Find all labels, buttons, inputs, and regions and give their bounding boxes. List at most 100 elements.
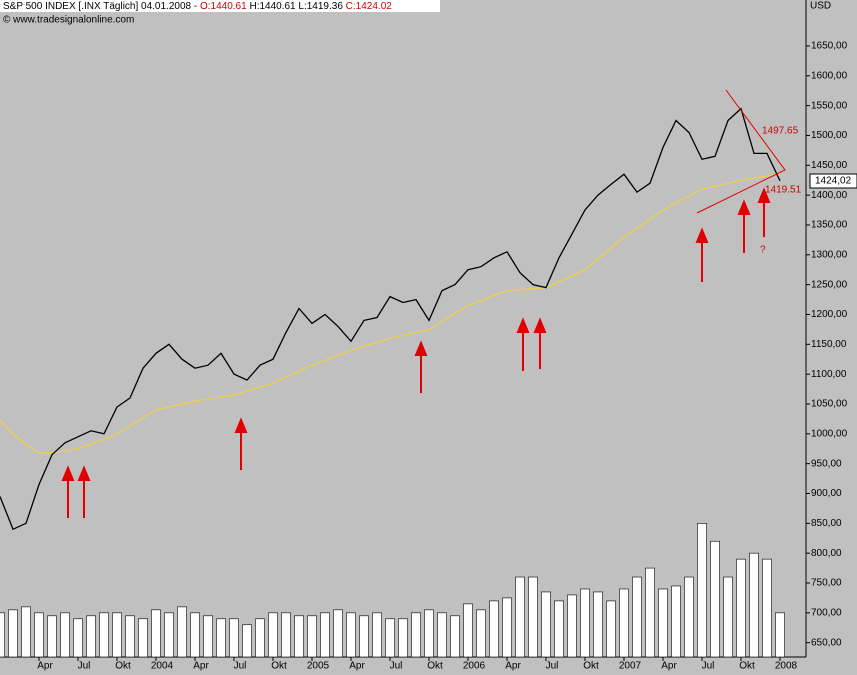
x-tick-label: 2008 xyxy=(775,661,798,672)
x-tick-label: 2006 xyxy=(463,661,486,672)
x-tick-label: Apr xyxy=(193,661,209,672)
plot: 650,00 700,00 750,00 800,00 850,00 900,00 950,… xyxy=(0,41,848,672)
volume-bar xyxy=(359,615,369,658)
x-tick-label: Jul xyxy=(78,661,91,672)
volume-bar xyxy=(762,558,772,658)
volume-bar xyxy=(411,612,421,658)
volume-bar xyxy=(606,600,616,658)
volume-bar xyxy=(502,597,512,658)
x-tick-label: Okt xyxy=(115,661,131,672)
currency: USD xyxy=(810,1,831,12)
x-tick-label: 2004 xyxy=(151,661,174,672)
high-low: H:1440.61 L:1419.36 xyxy=(249,1,343,12)
y-tick-label: 1500,00 xyxy=(811,130,848,141)
volume-bar xyxy=(632,576,642,658)
close: C:1424.02 xyxy=(346,1,393,12)
volume-bar xyxy=(515,576,525,658)
y-tick-label: 1300,00 xyxy=(811,249,848,260)
volume-bar xyxy=(684,576,694,658)
y-tick-label: 1200,00 xyxy=(811,309,848,320)
volume-bar xyxy=(190,612,200,658)
volume-bar xyxy=(99,612,109,658)
x-tick-label: Okt xyxy=(427,661,443,672)
volume-bar xyxy=(73,618,83,658)
header-bar xyxy=(0,0,440,12)
triangle xyxy=(696,89,786,214)
open: O:1440.61 xyxy=(200,1,247,12)
volume-bar xyxy=(580,588,590,658)
x-tick-label: 2007 xyxy=(619,661,642,672)
volume-bar xyxy=(476,609,486,658)
y-tick-label: 1350,00 xyxy=(811,220,848,231)
volume-bar xyxy=(619,588,629,658)
volume-bar xyxy=(164,612,174,658)
volume-bar xyxy=(151,609,161,658)
x-tick-label: Jul xyxy=(234,661,247,672)
y-tick-label: 900,00 xyxy=(811,488,842,499)
volume-bar xyxy=(736,558,746,658)
volume-bar xyxy=(320,612,330,658)
source: © www.tradesignalonline.com xyxy=(3,15,134,26)
x-tick-label: Apr xyxy=(505,661,521,672)
volume-bar xyxy=(528,576,538,658)
x-tick-label: Jul xyxy=(546,661,559,672)
volume-bar xyxy=(34,612,44,658)
volume-bar xyxy=(450,615,460,658)
volume-bar xyxy=(86,615,96,658)
price-box xyxy=(809,173,857,189)
volume-bar xyxy=(177,606,187,658)
x-tick-label: Okt xyxy=(583,661,599,672)
volume-bar xyxy=(489,600,499,658)
price-line xyxy=(0,173,781,454)
volume-bar xyxy=(398,618,408,658)
volume-bar xyxy=(216,618,226,658)
x-tick-label: 2005 xyxy=(307,661,330,672)
volume-bar xyxy=(372,612,382,658)
volume-bar xyxy=(424,609,434,658)
x-tick-label: Apr xyxy=(661,661,677,672)
annotation: 1419.51 xyxy=(765,185,802,196)
volume-bar xyxy=(658,588,668,658)
arrows xyxy=(61,187,771,518)
volume-bar xyxy=(333,609,343,658)
volume-bar xyxy=(60,612,70,658)
volume-bar xyxy=(710,540,720,658)
volume-bar xyxy=(203,615,213,658)
volume-bar xyxy=(554,600,564,658)
x-tick-label: Jul xyxy=(702,661,715,672)
volume-bar xyxy=(463,603,473,658)
x-tick-label: Apr xyxy=(349,661,365,672)
x-tick-label: Apr xyxy=(37,661,53,672)
y-tick-label: 1100,00 xyxy=(811,369,847,380)
volume-bar xyxy=(541,591,551,658)
volume-bar xyxy=(229,618,239,658)
price-line xyxy=(0,107,781,531)
volume-bar xyxy=(0,612,5,658)
volume-bar xyxy=(8,609,18,658)
y-tick-label: 1050,00 xyxy=(811,399,848,410)
y-tick-label: 1250,00 xyxy=(811,279,848,290)
last-price: 1424,02 xyxy=(815,176,852,187)
volume-bar xyxy=(437,612,447,658)
volume-bar xyxy=(138,618,148,658)
y-tick-label: 750,00 xyxy=(811,578,842,589)
y-tick-label: 1150,00 xyxy=(811,339,847,350)
y-tick-label: 1000,00 xyxy=(811,428,848,439)
volume-bar xyxy=(723,576,733,658)
y-tick-label: 1400,00 xyxy=(811,190,848,201)
y-tick-label: 950,00 xyxy=(811,458,842,469)
y-tick-label: 1550,00 xyxy=(811,100,848,111)
header: S&P 500 INDEX [.INX Täglich] 04.01.2008 … xyxy=(3,1,392,12)
y-tick-label: 700,00 xyxy=(811,607,842,618)
volume-bar xyxy=(645,567,655,658)
y-tick-label: 850,00 xyxy=(811,518,842,529)
volume-bar xyxy=(112,612,122,658)
volume-bar xyxy=(47,615,57,658)
volume-bar xyxy=(567,594,577,658)
volume-bar xyxy=(385,618,395,658)
y-tick-label: 1600,00 xyxy=(811,70,848,81)
y-tick-label: 650,00 xyxy=(811,637,842,648)
volume-bar xyxy=(242,624,252,658)
